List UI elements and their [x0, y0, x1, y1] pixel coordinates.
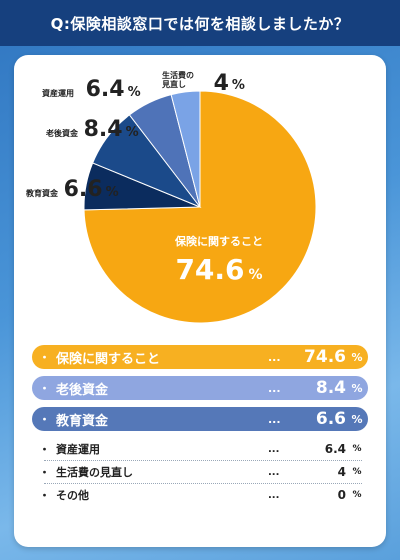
result-card: 資産運用 6.4% 生活費の 見直し 4% 老後資金 8.4% 教育資金 6.6%…	[14, 55, 386, 547]
legend-row-retire: ・ 老後資金 ... 8.4 %	[32, 376, 368, 400]
pie-chart	[83, 90, 317, 324]
legend-row-asset: ・ 資産運用 ... 6.4 %	[39, 442, 362, 456]
divider	[44, 483, 362, 484]
header-bar: Q:保険相談窓口では何を相談しましたか？	[0, 0, 400, 46]
legend-row-edu: ・ 教育資金 ... 6.6 %	[32, 407, 368, 431]
label-retire: 老後資金 8.4%	[46, 117, 139, 142]
label-edu: 教育資金 6.6%	[26, 177, 119, 202]
label-living: 生活費の 見直し 4%	[162, 71, 245, 96]
legend-row-insurance: ・ 保険に関すること ... 74.6 %	[32, 345, 368, 369]
divider	[44, 460, 362, 461]
pie-slice-4	[170, 90, 201, 208]
question-title: Q:保険相談窓口では何を相談しましたか？	[50, 14, 350, 33]
legend-row-other: ・ その他 ... 0 %	[39, 488, 362, 502]
legend-row-living: ・ 生活費の見直し ... 4 %	[39, 465, 362, 479]
label-asset: 資産運用 6.4%	[42, 77, 141, 102]
label-insurance: 保険に関すること 74.6%	[175, 235, 263, 286]
pie-slice-0	[83, 90, 317, 324]
